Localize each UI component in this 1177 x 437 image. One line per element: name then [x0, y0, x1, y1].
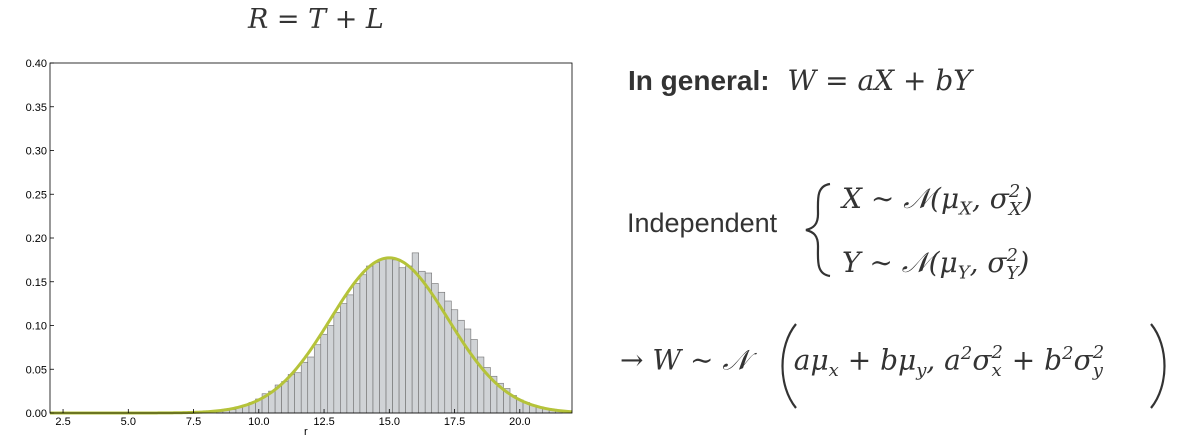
x-tick-label: 20.0 [509, 416, 530, 428]
histogram-bar [300, 361, 309, 414]
histogram-bar [320, 333, 328, 414]
histogram-bar [379, 258, 387, 414]
axes-layer: 2.5 5.0 7.5 10.0 12.5 15.0 17.5 20.0 0.00 0.05 0.1… [26, 58, 573, 437]
general-formula: W = aX + bY [787, 64, 972, 97]
y-tick-label: 0.40 [26, 58, 47, 70]
right-paren-icon [1150, 323, 1166, 409]
y-tick-label: 0.05 [26, 364, 47, 376]
histogram-bar [307, 356, 315, 414]
x-tick-label: 2.5 [55, 416, 70, 428]
bars-layer [216, 252, 563, 414]
histogram-bar [392, 259, 400, 414]
histogram-bar [333, 312, 341, 414]
histogram-chart: 2.5 5.0 7.5 10.0 12.5 15.0 17.5 20.0 0.00 0.05 0.1… [26, 58, 573, 437]
x-tick-label: 17.5 [444, 416, 465, 428]
histogram-bar [340, 303, 348, 414]
y-tick-label: 0.35 [26, 102, 47, 114]
general-formula-line: In general: W = aX + bY [628, 64, 972, 97]
left-paren-icon [781, 323, 797, 409]
histogram-bar [327, 325, 335, 414]
histogram-bar [359, 274, 367, 414]
y-distribution: Y ∼ 𝒩(μY, σ 2 Y) [842, 244, 1030, 284]
y-tick-label: 0.20 [26, 233, 47, 245]
histogram-bar [281, 381, 289, 414]
histogram-bar [464, 328, 472, 414]
histogram-bar [405, 265, 413, 414]
general-label: In general: [628, 65, 770, 96]
x-distribution: X ∼ 𝒩(μX, σ 2 X) [842, 180, 1033, 220]
histogram-bar [287, 374, 295, 414]
histogram-bar [353, 283, 361, 414]
x-tick-label: 15.0 [379, 416, 400, 428]
result-formula: → W ∼ 𝒩 aμx + bμy, a2σ 2 x + b2σ 2 y [620, 341, 1105, 381]
y-tick-label: 0.00 [26, 408, 47, 420]
left-brace-icon [805, 182, 831, 278]
histogram-bar [398, 267, 406, 414]
histogram-bar [470, 339, 478, 414]
histogram-bar [372, 262, 380, 414]
histogram-bar [294, 372, 302, 414]
histogram-bar [418, 270, 426, 414]
y-tick-label: 0.15 [26, 277, 47, 289]
x-tick-label: 5.0 [121, 416, 136, 428]
histogram-bar [385, 256, 393, 414]
histogram-bar [366, 265, 374, 414]
independent-label: Independent [627, 208, 778, 238]
x-tick-label: 12.5 [313, 416, 334, 428]
y-tick-label: 0.10 [26, 321, 47, 333]
x-axis-label: r [304, 426, 308, 437]
histogram-bar [346, 294, 354, 414]
x-tick-label: 10.0 [248, 416, 269, 428]
histogram-bar [313, 344, 322, 414]
y-tick-label: 0.25 [26, 189, 47, 201]
y-tick-label: 0.30 [26, 146, 47, 158]
chart-title: R = T + L [248, 4, 384, 35]
x-tick-label: 7.5 [186, 416, 201, 428]
